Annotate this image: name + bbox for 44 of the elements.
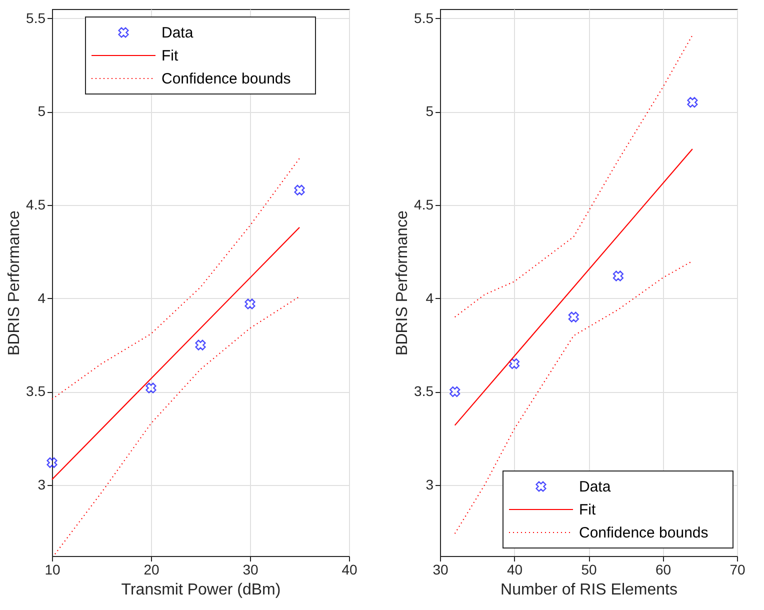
y-tick-label: 5 <box>38 103 46 120</box>
y-axis-title: BDRIS Performance <box>394 210 412 356</box>
y-tick-label: 3 <box>426 476 434 493</box>
point <box>687 97 698 108</box>
y-tick-label: 5.5 <box>26 10 46 26</box>
y-axis-title: BDRIS Performance <box>6 210 24 356</box>
line-series <box>51 158 300 400</box>
x-axis-title: Number of RIS Elements <box>500 582 678 598</box>
y-tick-label: 3 <box>38 476 46 493</box>
legend-label: Data <box>579 478 612 496</box>
legend-label: Fit <box>579 502 596 518</box>
x-tick-label: 50 <box>581 562 597 578</box>
x-tick-label: 60 <box>655 562 672 578</box>
x-axis-title: Transmit Power (dBm) <box>121 582 281 598</box>
x-tick-label: 40 <box>506 562 523 578</box>
point <box>294 184 305 196</box>
point <box>46 457 58 468</box>
x-tick-label: 20 <box>144 562 160 578</box>
y-tick-label: 4.5 <box>414 196 434 213</box>
y-tick-label: 4 <box>38 290 46 306</box>
line-series <box>454 34 693 318</box>
x-tick-label: 40 <box>342 562 358 578</box>
x-tick-label: 30 <box>432 562 448 578</box>
y-tick-label: 4.5 <box>26 196 46 213</box>
y-tick-label: 3.5 <box>26 383 46 400</box>
line-series <box>54 296 300 555</box>
x-tick-label: 70 <box>730 562 746 578</box>
y-tick-label: 5 <box>426 103 434 120</box>
y-tick-label: 3.5 <box>414 383 434 400</box>
x-tick-label: 10 <box>44 562 60 578</box>
point <box>508 358 520 370</box>
point <box>450 386 460 398</box>
point <box>244 298 256 310</box>
point <box>612 270 624 282</box>
point <box>568 312 579 322</box>
y-tick-label: 5.5 <box>414 10 434 26</box>
point <box>146 382 156 394</box>
legend-label: Confidence bounds <box>579 524 708 542</box>
legend-label: Data <box>162 24 194 42</box>
x-tick-label: 30 <box>242 562 258 578</box>
y-tick-label: 4 <box>426 290 434 306</box>
point <box>195 340 206 350</box>
legend-label: Fit <box>162 48 179 64</box>
legend-label: Confidence bounds <box>162 70 291 88</box>
